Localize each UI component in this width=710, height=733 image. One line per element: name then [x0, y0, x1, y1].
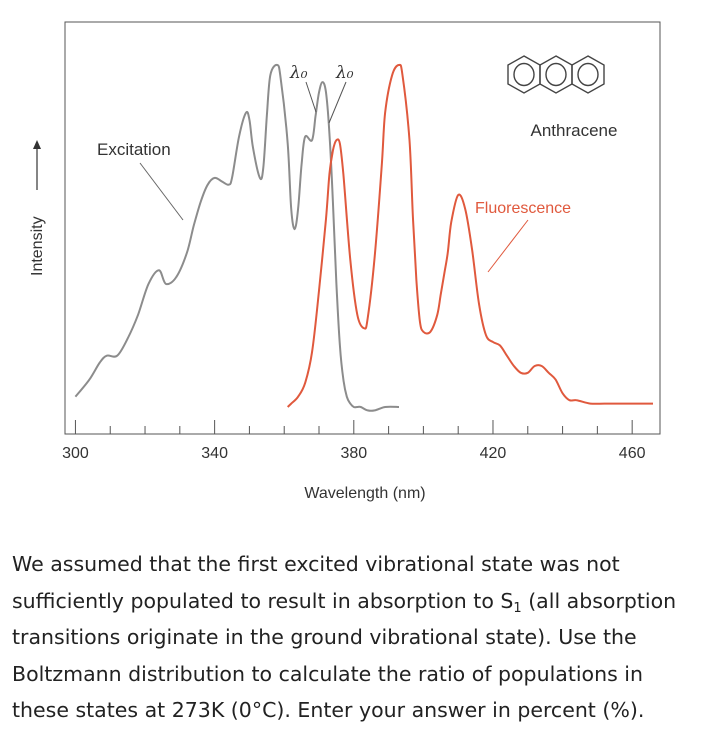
- series-line-fluorescence: [286, 63, 653, 408]
- lambda-label-fluorescence: λ₀: [335, 63, 354, 83]
- anthracene-structure-icon: [507, 55, 605, 94]
- y-axis-label: Intensity: [29, 216, 46, 276]
- fluorescence-pointer: [487, 219, 529, 273]
- molecule-label: Anthracene: [531, 121, 618, 140]
- excitation-pointer: [139, 162, 184, 221]
- series-line-excitation: [74, 63, 400, 412]
- fluorescence-label: Fluorescence: [475, 200, 571, 217]
- x-axis-label: Wavelength (nm): [304, 485, 425, 502]
- excitation-label: Excitation: [97, 140, 171, 159]
- x-tick-label: 300: [62, 445, 89, 462]
- lambda-label-excitation: λ₀: [289, 63, 308, 83]
- x-ticks: [74, 420, 633, 434]
- lambda-pointer-excitation: [305, 81, 317, 113]
- series-lines: [74, 63, 653, 412]
- x-tick-label: 340: [201, 445, 228, 462]
- question-text-part-1: We assumed that the first excited vibrat…: [12, 552, 620, 613]
- x-tick-label: 420: [480, 445, 507, 462]
- x-tick-label: 380: [340, 445, 367, 462]
- plot-frame: [64, 21, 661, 435]
- question-text-part-2: (all absorption transitions originate in…: [12, 588, 677, 723]
- question-text: We assumed that the first excited vibrat…: [12, 546, 702, 729]
- spectrum-chart: 300 340 380 420 460 Intensity Wavelength (nm…: [29, 21, 661, 502]
- question-subscript: 1: [513, 600, 522, 616]
- x-tick-labels: 300 340 380 420 460: [62, 445, 646, 462]
- x-tick-label: 460: [619, 445, 646, 462]
- lambda-pointer-fluorescence: [328, 81, 347, 124]
- y-axis-arrowhead: [33, 140, 41, 149]
